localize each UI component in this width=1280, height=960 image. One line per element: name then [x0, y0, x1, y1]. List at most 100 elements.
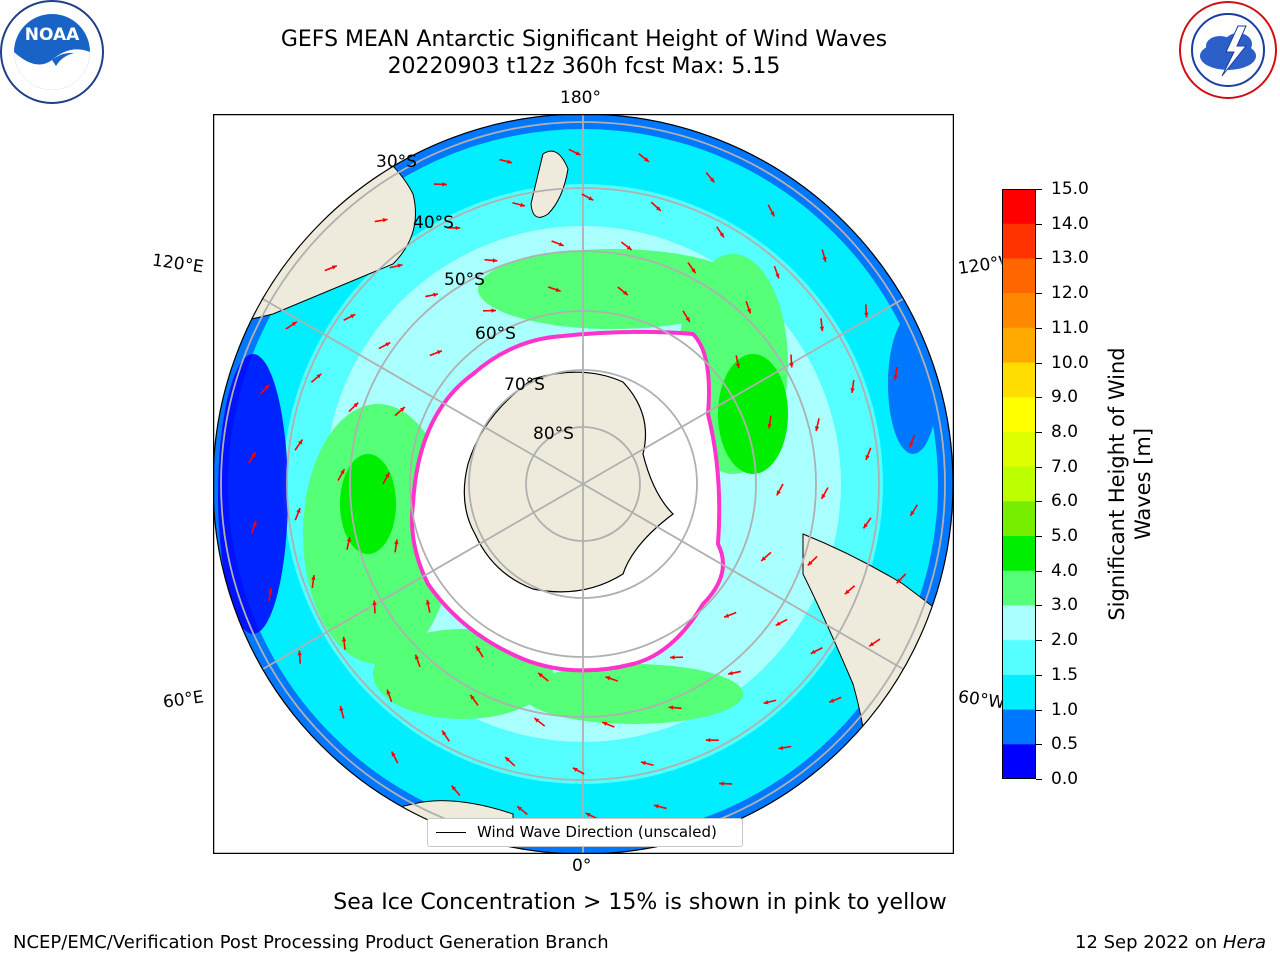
- wind-wave-arrowhead: [558, 242, 564, 247]
- noaa-logo-text: NOAA: [25, 25, 80, 45]
- wind-wave-arrowhead: [626, 245, 632, 250]
- wind-wave-arrowhead: [735, 363, 741, 369]
- wind-wave-arrowhead: [865, 454, 870, 460]
- wind-wave-arrowhead: [433, 292, 438, 297]
- wind-wave-arrowhead: [763, 700, 769, 705]
- wind-wave-arrows: [247, 148, 919, 820]
- wind-wave-arrowhead: [436, 350, 442, 355]
- wind-wave-arrowhead: [896, 578, 902, 584]
- colorbar-swatch: [1002, 258, 1036, 294]
- colorbar-swatch: [1002, 640, 1036, 676]
- wind-wave-arrowhead: [520, 202, 526, 207]
- wind-wave-arrowhead: [397, 263, 403, 268]
- wind-wave-arrowhead: [807, 560, 813, 566]
- wind-wave-arrowhead: [297, 650, 302, 656]
- wind-wave-arrowhead: [507, 159, 513, 164]
- lon-label-120w: 120°W: [956, 253, 1004, 279]
- colorbar-tick-mark: [1036, 431, 1042, 433]
- wind-wave-arrowhead: [575, 151, 581, 156]
- wind-wave-arrowhead: [442, 730, 447, 736]
- credit-host: Hera: [1222, 932, 1266, 953]
- wind-wave-arrowhead: [670, 655, 675, 660]
- colorbar-tick-label: 11.0: [1051, 317, 1089, 338]
- wind-wave-arrowhead: [869, 641, 875, 647]
- wind-wave-arrowhead: [778, 745, 784, 751]
- wind-wave-arrowhead: [656, 206, 661, 211]
- colorbar-swatch: [1002, 744, 1036, 780]
- colorbar-tick-label: 1.5: [1051, 664, 1079, 685]
- wind-wave-arrowhead: [770, 211, 775, 217]
- wind-wave-arrowhead: [761, 556, 766, 561]
- wind-wave-arrowhead: [470, 694, 475, 700]
- colorbar-tick-mark: [1036, 674, 1042, 676]
- colorbar-swatch: [1002, 605, 1036, 641]
- wind-wave-arrowhead: [709, 177, 715, 183]
- map-legend: Wind Wave Direction (unscaled): [427, 818, 743, 847]
- wind-wave-arrowhead: [385, 472, 390, 478]
- wind-wave-arrowhead: [372, 600, 377, 606]
- colorbar-swatch: [1002, 189, 1036, 225]
- lon-label-120e: 120°E: [150, 250, 205, 278]
- wind-wave-arrowhead: [415, 654, 420, 660]
- colorbar-tick-mark: [1036, 744, 1042, 746]
- wind-wave-arrowhead: [728, 671, 733, 676]
- colorbar-tick-mark: [1036, 570, 1042, 572]
- colorbar-tick-label: 7.0: [1051, 456, 1079, 477]
- wind-wave-arrowhead: [391, 751, 396, 757]
- colorbar-title: Significant Height of Wind Waves [m]: [1100, 189, 1160, 779]
- wind-wave-arrowhead: [442, 182, 447, 187]
- credit-date: 12 Sep 2022 on: [1075, 932, 1223, 953]
- wind-wave-arrowhead: [296, 508, 301, 514]
- colorbar-swatch: [1002, 223, 1036, 259]
- wind-wave-arrowhead: [588, 196, 594, 201]
- map-panel: [212, 113, 955, 855]
- colorbar-tick-label: 0.5: [1051, 734, 1079, 755]
- colorbar-ticks: 15.0 14.0 13.0 12.0 11.0 10.0 9.0 8.0 7.0 6.0 5.0 4…: [1036, 179, 1096, 789]
- wind-wave-arrowhead: [605, 676, 611, 681]
- colorbar-tick-mark: [1036, 536, 1042, 538]
- lat-label-50s: 50°S: [444, 270, 485, 290]
- polar-map: [212, 113, 955, 855]
- wind-wave-arrowhead: [909, 442, 914, 448]
- wind-wave-arrowhead: [252, 520, 257, 526]
- colorbar-swatch: [1002, 327, 1036, 364]
- wind-wave-arrowhead: [623, 290, 628, 296]
- colorbar-swatch: [1002, 362, 1036, 398]
- colorbar-tick-mark: [1036, 605, 1042, 607]
- wind-wave-arrowhead: [492, 258, 498, 263]
- lat-label-80s: 80°S: [533, 424, 574, 444]
- colorbar-tick-label: 8.0: [1051, 421, 1079, 442]
- colorbar-title-line1: Significant Height of Wind: [1105, 347, 1129, 621]
- colorbar-tick-mark: [1036, 709, 1042, 711]
- wind-wave-arrowhead: [822, 257, 827, 262]
- wind-wave-arrowhead: [644, 157, 649, 162]
- wind-wave-arrowhead: [640, 761, 646, 766]
- colorbar-swatch: [1002, 397, 1036, 433]
- wind-wave-arrowhead: [705, 737, 711, 743]
- wind-wave-arrowhead: [291, 321, 297, 327]
- colorbar-swatch: [1002, 501, 1036, 537]
- wind-wave-arrowhead: [776, 490, 781, 496]
- noaa-logo: NOAA: [0, 0, 104, 104]
- lon-label-60w: 60°W: [956, 687, 1004, 713]
- lat-label-30s: 30°S: [376, 152, 417, 172]
- colorbar-tick-label: 1.0: [1051, 699, 1079, 720]
- wind-wave-arrowhead: [455, 225, 461, 231]
- wind-wave-arrowhead: [829, 698, 835, 703]
- wind-wave-arrowhead: [789, 362, 794, 368]
- wind-wave-arrowhead: [572, 767, 578, 772]
- longitude-lines: [262, 114, 904, 854]
- colorbar-tick-label: 14.0: [1051, 213, 1089, 234]
- wind-wave-arrowhead: [350, 314, 356, 319]
- colorbar-tick-label: 6.0: [1051, 491, 1079, 512]
- wind-wave-arrowhead: [864, 312, 869, 318]
- colorbar-tick-label: 2.0: [1051, 630, 1079, 651]
- lon-label-180: 180°: [560, 88, 601, 108]
- wind-wave-arrowhead: [893, 375, 898, 380]
- wind-wave-arrowhead: [491, 308, 496, 313]
- wind-wave-arrowhead: [538, 672, 543, 678]
- wind-wave-arrowhead: [910, 510, 915, 516]
- colorbar-tick-mark: [1036, 258, 1042, 260]
- wind-wave-arrowhead: [844, 589, 850, 595]
- wind-wave-arrowhead: [394, 539, 399, 545]
